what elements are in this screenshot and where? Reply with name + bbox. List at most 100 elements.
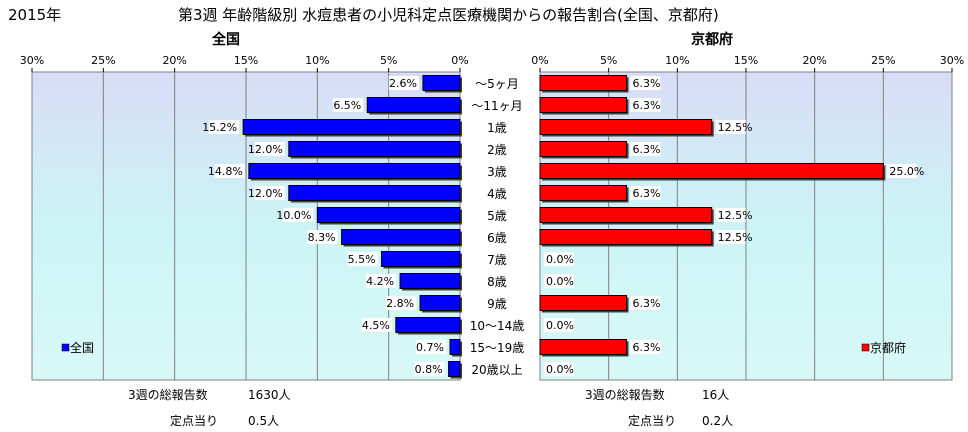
national-data-label-bg <box>416 340 447 354</box>
kyoto-data-label: 6.3% <box>633 77 661 90</box>
national-data-label: 4.5% <box>362 319 390 332</box>
kyoto-total-value: 16人 <box>702 388 730 402</box>
kyoto-data-label-bg <box>630 142 661 156</box>
chart-title: 第3週 年齢階級別 水痘患者の小児科定点医療機関からの報告割合(全国、京都府) <box>178 6 719 24</box>
kyoto-bar <box>539 75 628 91</box>
national-data-label: 6.5% <box>333 99 361 112</box>
kyoto-tick-label: 20% <box>802 54 826 67</box>
category-label: ～11ヶ月 <box>471 99 522 113</box>
national-data-label-bg <box>386 296 417 310</box>
kyoto-data-label: 0.0% <box>546 363 574 376</box>
national-tick-label: 10% <box>305 54 329 67</box>
kyoto-data-label-bg <box>544 362 574 376</box>
kyoto-tick-label: 5% <box>600 54 617 67</box>
national-bar <box>288 141 461 157</box>
kyoto-bar <box>539 295 628 311</box>
kyoto-data-label-bg <box>630 296 661 310</box>
national-data-label: 15.2% <box>202 121 237 134</box>
kyoto-bar <box>539 229 713 245</box>
national-data-label-bg <box>347 252 378 266</box>
kyoto-data-label: 6.3% <box>633 341 661 354</box>
national-tick-label: 5% <box>380 54 397 67</box>
kyoto-data-label: 0.0% <box>546 275 574 288</box>
kyoto-data-label: 12.5% <box>718 121 753 134</box>
national-bar <box>419 295 461 311</box>
national-bar <box>399 273 461 289</box>
category-label: 10～14歳 <box>470 319 525 333</box>
kyoto-tick-label: 30% <box>940 54 964 67</box>
national-data-label: 2.8% <box>386 297 414 310</box>
kyoto-tick-label: 25% <box>871 54 895 67</box>
category-label: 5歳 <box>487 209 507 223</box>
kyoto-data-label-bg <box>630 340 661 354</box>
kyoto-tick-label: 0% <box>531 54 548 67</box>
category-label: 2歳 <box>487 143 507 157</box>
national-data-label-bg <box>283 208 314 222</box>
kyoto-legend-label: 京都府 <box>870 340 906 355</box>
kyoto-data-label-bg <box>630 186 661 200</box>
kyoto-bar <box>539 207 713 223</box>
national-data-label-bg <box>214 164 245 178</box>
national-data-label-bg <box>254 142 285 156</box>
kyoto-total-label: 3週の総報告数 <box>585 388 665 402</box>
national-bar <box>248 163 461 179</box>
national-legend-label: 全国 <box>70 340 94 355</box>
category-label: 1歳 <box>487 121 507 135</box>
kyoto-data-label-bg <box>715 230 746 244</box>
national-tick-label: 0% <box>451 54 468 67</box>
category-label: 7歳 <box>487 253 507 267</box>
national-data-label: 5.5% <box>348 253 376 266</box>
national-legend-swatch <box>61 343 70 352</box>
kyoto-data-label-bg <box>887 164 918 178</box>
kyoto-bar <box>539 97 628 113</box>
kyoto-data-label-bg <box>630 98 661 112</box>
national-data-label: 2.6% <box>389 77 417 90</box>
kyoto-per-label: 定点当り <box>628 414 677 428</box>
national-bar <box>316 207 461 223</box>
kyoto-data-label-bg <box>544 252 574 266</box>
national-bar <box>341 229 461 245</box>
national-bar <box>366 97 461 113</box>
kyoto-data-label: 6.3% <box>633 143 661 156</box>
category-label: 4歳 <box>487 187 507 201</box>
national-data-label-bg <box>361 318 392 332</box>
national-total-value: 1630人 <box>248 388 291 402</box>
national-data-label-bg <box>307 230 338 244</box>
national-data-label-bg <box>414 362 445 376</box>
national-total-label: 3週の総報告数 <box>128 388 208 402</box>
kyoto-bar <box>539 163 884 179</box>
national-tick-label: 20% <box>162 54 186 67</box>
kyoto-bar <box>539 119 713 135</box>
national-bar <box>242 119 461 135</box>
national-data-label-bg <box>366 274 397 288</box>
national-bar <box>448 361 461 377</box>
category-label: 8歳 <box>487 275 507 289</box>
kyoto-data-label-bg <box>630 76 661 90</box>
category-label: 15～19歳 <box>470 341 525 355</box>
national-per-value: 0.5人 <box>248 414 280 428</box>
kyoto-data-label: 12.5% <box>718 209 753 222</box>
kyoto-tick-label: 10% <box>665 54 689 67</box>
national-data-label: 8.3% <box>308 231 336 244</box>
kyoto-data-label: 0.0% <box>546 319 574 332</box>
national-tick-label: 25% <box>91 54 115 67</box>
national-data-label: 0.7% <box>416 341 444 354</box>
category-label: 20歳以上 <box>471 363 522 377</box>
national-bar <box>422 75 461 91</box>
kyoto-data-label: 6.3% <box>633 187 661 200</box>
category-label: 6歳 <box>487 231 507 245</box>
national-data-label-bg <box>209 120 240 134</box>
kyoto-data-label: 12.5% <box>718 231 753 244</box>
kyoto-data-label-bg <box>715 120 746 134</box>
kyoto-panel-title: 京都府 <box>691 31 733 48</box>
kyoto-per-value: 0.2人 <box>702 414 734 428</box>
national-bar <box>449 339 461 355</box>
category-label: 9歳 <box>487 297 507 311</box>
national-data-label-bg <box>333 98 364 112</box>
national-tick-label: 15% <box>234 54 258 67</box>
national-bar <box>288 185 461 201</box>
national-data-label: 4.2% <box>366 275 394 288</box>
kyoto-data-label-bg <box>544 318 574 332</box>
national-data-label-bg <box>254 186 285 200</box>
